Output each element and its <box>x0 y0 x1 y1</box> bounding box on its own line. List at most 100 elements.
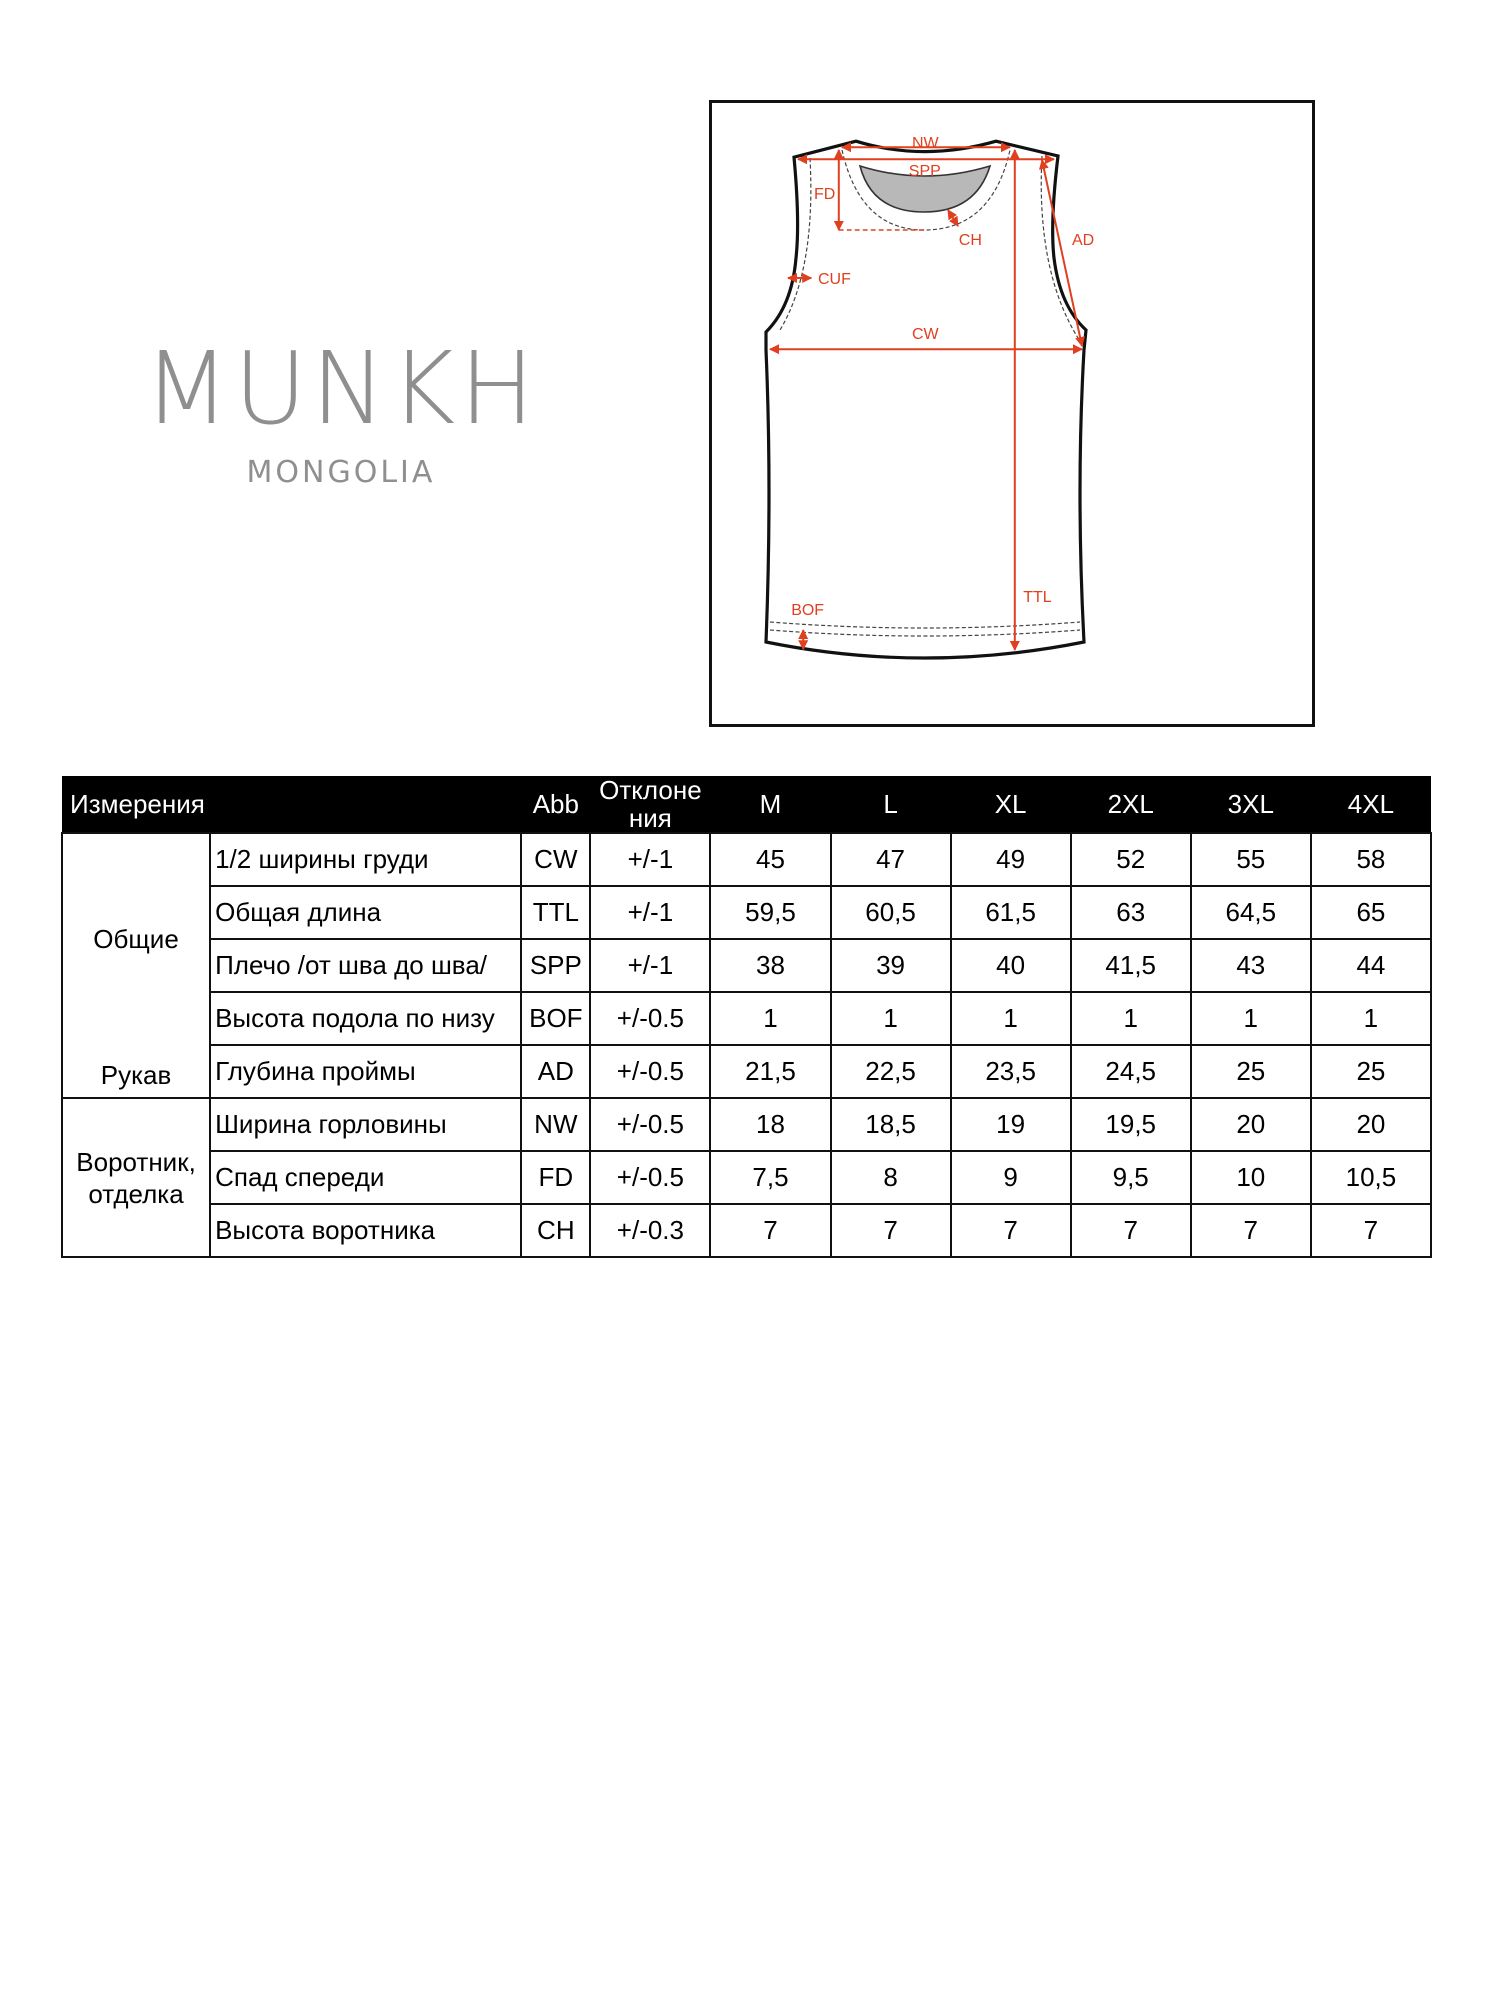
size-value: 8 <box>829 1150 952 1205</box>
label-cw: CW <box>912 326 940 343</box>
label-ad: AD <box>1072 232 1094 249</box>
measurement-diagram-frame <box>709 100 1315 727</box>
size-value: 60,5 <box>829 885 952 940</box>
size-value: 1 <box>829 991 952 1046</box>
size-value: 18 <box>709 1097 832 1152</box>
size-value: 41,5 <box>1069 938 1192 993</box>
size-value: 22,5 <box>829 1044 952 1099</box>
row-abb: FD <box>520 1150 592 1205</box>
row-abb: AD <box>520 1044 592 1099</box>
label-ttl: TTL <box>1023 589 1052 606</box>
table-row: Высота подола по низу BOF +/-0.5 1 1 1 1 1 1 <box>62 991 1433 1046</box>
size-value: 20 <box>1189 1097 1312 1152</box>
row-abb: CW <box>520 832 592 887</box>
size-value: 25 <box>1189 1044 1312 1099</box>
header-size: L <box>830 776 951 833</box>
size-value: 23,5 <box>949 1044 1072 1099</box>
size-value: 7 <box>1189 1203 1312 1258</box>
brand-logo: MUNKH <box>143 330 539 447</box>
label-ch: CH <box>959 232 982 249</box>
size-chart-table: Измерения Abb Отклоне ния M L XL 2XL 3XL… <box>60 776 1433 1258</box>
size-value: 19,5 <box>1069 1097 1192 1152</box>
size-value: 43 <box>1189 938 1312 993</box>
header-size: M <box>710 776 831 833</box>
group-label-sleeve: Рукав <box>100 1060 172 1090</box>
size-value: 1 <box>1189 991 1312 1046</box>
table-row: Плечо /от шва до шва/SPP +/-1 38 39 40 41,5 43… <box>62 938 1433 993</box>
row-abb: SPP <box>520 938 592 993</box>
row-name: Высота воротника <box>209 1203 523 1258</box>
table-row: Общая длина TTL +/-1 59,5 60,5 61,5 63 64,5 65 <box>62 885 1433 940</box>
size-value: 61,5 <box>949 885 1072 940</box>
size-value: 64,5 <box>1189 885 1312 940</box>
row-abb: TTL <box>520 885 592 940</box>
row-name: Спад спереди <box>209 1150 523 1205</box>
size-value: 58 <box>1309 832 1433 887</box>
size-value: 19 <box>949 1097 1072 1152</box>
label-spp: SPP <box>909 163 941 180</box>
header-measure: Измерения <box>62 776 522 833</box>
size-value: 10 <box>1189 1150 1312 1205</box>
table-row: Глубина проймы AD +/-0.5 21,5 22,5 23,5 24,5 25… <box>62 1044 1433 1099</box>
row-abb: CH <box>520 1203 592 1258</box>
group-collar: Воротник, отделка <box>60 1097 212 1258</box>
group-label-general: Общие <box>93 924 179 954</box>
row-tolerance: +/-0.5 <box>589 991 712 1046</box>
size-value: 59,5 <box>709 885 832 940</box>
size-value: 1 <box>949 991 1072 1046</box>
size-value: 39 <box>829 938 952 993</box>
shirt-outline <box>764 139 1088 660</box>
row-name: Глубина проймы <box>209 1044 523 1099</box>
row-tolerance: +/-0.5 <box>589 1097 712 1152</box>
label-nw: NW <box>912 135 940 152</box>
group-general-sleeve: Общие Рукав <box>60 832 212 1099</box>
row-tolerance: +/-0.3 <box>589 1203 712 1258</box>
table-row: Спад спереди FD +/-0.5 7,5 8 9 9,5 10 10,5 <box>62 1150 1433 1205</box>
size-value: 40 <box>949 938 1072 993</box>
size-value: 9,5 <box>1069 1150 1192 1205</box>
label-fd: FD <box>814 186 835 203</box>
row-name: Общая длина <box>209 885 523 940</box>
label-cuf: CUF <box>818 271 851 288</box>
brand-logo-subtitle: MONGOLIA <box>246 455 436 490</box>
size-value: 18,5 <box>829 1097 952 1152</box>
size-value: 7 <box>709 1203 832 1258</box>
header-size: 4XL <box>1310 776 1431 833</box>
size-value: 25 <box>1309 1044 1433 1099</box>
size-value: 7 <box>1069 1203 1192 1258</box>
size-value: 7,5 <box>709 1150 832 1205</box>
header-size: XL <box>950 776 1071 833</box>
size-value: 38 <box>709 938 832 993</box>
size-value: 1 <box>1309 991 1433 1046</box>
size-value: 1 <box>709 991 832 1046</box>
row-name: 1/2 ширины груди <box>209 832 523 887</box>
row-tolerance: +/-1 <box>589 938 712 993</box>
size-value: 44 <box>1309 938 1433 993</box>
table-row: Высота воротника CH +/-0.3 7 7 7 7 7 7 <box>62 1203 1433 1258</box>
table-row: Общие Рукав 1/2 ширины груди CW +/-1 45 47 49 52… <box>60 832 1433 1099</box>
table-row: Воротник, отделка Ширина горловины NW +/-0.… <box>60 1097 1433 1258</box>
size-value: 20 <box>1309 1097 1433 1152</box>
row-abb: NW <box>520 1097 592 1152</box>
row-name: Ширина горловины <box>209 1097 523 1152</box>
table-header-row: Измерения Abb Отклоне ния M L XL 2XL 3XL… <box>62 776 1431 833</box>
size-value: 47 <box>829 832 952 887</box>
row-abb: BOF <box>520 991 592 1046</box>
tank-top-measurement-diagram: NW SPP FD CH AD CUF CW TTL BOF <box>764 135 1094 660</box>
size-value: 49 <box>949 832 1072 887</box>
collar-inner <box>858 164 992 213</box>
size-value: 52 <box>1069 832 1192 887</box>
row-tolerance: +/-1 <box>589 885 712 940</box>
size-value: 7 <box>829 1203 952 1258</box>
size-value: 7 <box>949 1203 1072 1258</box>
size-value: 63 <box>1069 885 1192 940</box>
header-size: 3XL <box>1190 776 1311 833</box>
row-tolerance: +/-0.5 <box>589 1150 712 1205</box>
size-value: 1 <box>1069 991 1192 1046</box>
size-value: 45 <box>709 832 832 887</box>
size-value: 24,5 <box>1069 1044 1192 1099</box>
header-size: 2XL <box>1070 776 1191 833</box>
label-bof: BOF <box>791 602 824 619</box>
row-tolerance: +/-0.5 <box>589 1044 712 1099</box>
size-value: 7 <box>1309 1203 1433 1258</box>
